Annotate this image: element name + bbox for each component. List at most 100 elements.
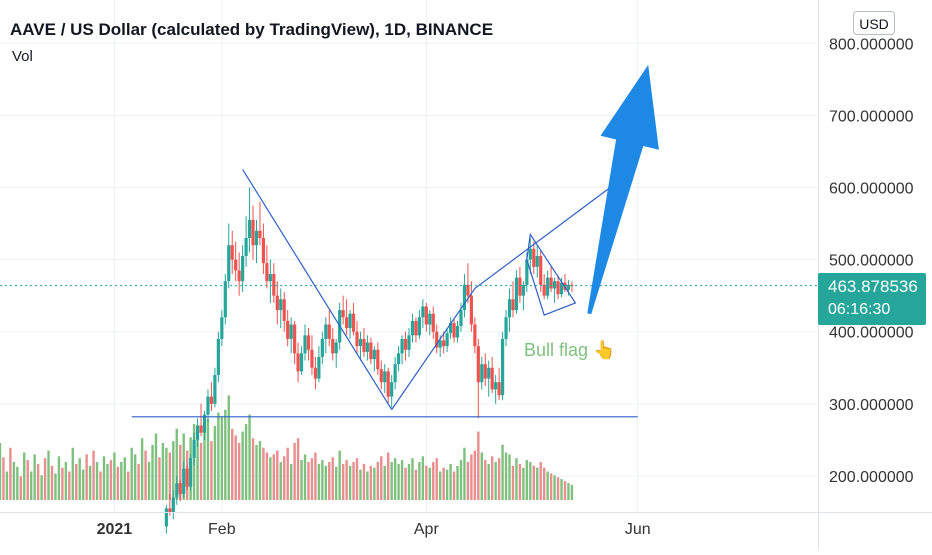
volume-bar: [348, 465, 352, 500]
candle-body: [414, 320, 418, 336]
candle-body: [417, 317, 421, 336]
bull-flag-annotation[interactable]: Bull flag 👆: [524, 340, 615, 361]
candle-body: [345, 317, 349, 329]
time-tick-label: Feb: [208, 521, 236, 538]
volume-bar: [484, 460, 487, 500]
candle-body: [306, 335, 311, 350]
volume-bar: [518, 463, 522, 500]
volume-indicator-label[interactable]: Vol: [12, 48, 33, 65]
volume-bar: [12, 462, 16, 500]
candle-body: [355, 331, 359, 347]
volume-bar: [196, 431, 199, 500]
candle-body: [227, 245, 231, 282]
candle-body: [282, 299, 286, 321]
volume-bar: [68, 471, 71, 500]
candle-body: [299, 353, 304, 372]
volume-bar: [435, 458, 438, 500]
volume-bar: [338, 450, 341, 500]
volume-bar: [147, 462, 151, 500]
candle-body: [421, 306, 425, 318]
candle-body: [428, 313, 432, 325]
volume-bar: [362, 463, 366, 500]
candle-body: [528, 248, 532, 260]
volume-bar: [57, 456, 61, 500]
bar-countdown: 06:16:30: [828, 301, 891, 318]
volume-bar: [154, 433, 158, 500]
candle-body: [182, 468, 186, 494]
candle-body: [500, 338, 505, 396]
volume-bars: [0, 395, 574, 500]
volume-bar: [383, 465, 386, 500]
volume-bar: [161, 443, 165, 500]
volume-bar: [407, 463, 411, 500]
volume-bar: [546, 471, 549, 500]
volume-bar: [321, 460, 324, 500]
volume-bar: [539, 462, 542, 500]
candle-body: [247, 219, 252, 238]
volume-bar: [217, 412, 220, 500]
volume-bar: [165, 447, 168, 500]
candle-body: [424, 306, 428, 325]
volume-bar: [224, 409, 227, 500]
volume-bar: [549, 473, 553, 500]
candle-body: [445, 333, 449, 347]
volume-bar: [449, 463, 452, 500]
candle-body: [549, 277, 553, 289]
volume-bar: [137, 463, 140, 500]
volume-bar: [255, 444, 258, 500]
volume-bar: [203, 428, 206, 500]
volume-bar: [95, 462, 99, 500]
candle-body: [275, 295, 279, 311]
volume-bar: [341, 463, 345, 500]
candle-body: [552, 281, 557, 289]
volume-bar: [296, 438, 300, 500]
volume-bar: [158, 457, 161, 500]
volume-bar: [26, 460, 29, 500]
candle-body: [341, 310, 345, 318]
volume-bar: [85, 454, 88, 500]
volume-bar: [459, 460, 463, 500]
candle-body: [268, 274, 272, 282]
candle-body: [407, 335, 411, 350]
volume-bar: [366, 471, 369, 500]
candle-body: [435, 331, 439, 348]
candle-body: [251, 219, 255, 246]
volume-bar: [477, 431, 480, 500]
volume-bar: [414, 469, 418, 500]
candle-body: [469, 295, 473, 325]
volume-bar: [452, 471, 456, 500]
last-price-value: 463.878536: [828, 277, 918, 296]
volume-bar: [231, 428, 234, 500]
candle-body: [185, 468, 189, 487]
volume-bar: [463, 447, 466, 500]
candle-body: [518, 277, 522, 296]
candle-body: [442, 340, 446, 347]
volume-bar: [390, 462, 393, 500]
price-tick-label: 400.000000: [829, 325, 914, 342]
volume-bar: [220, 416, 224, 500]
candle-body: [410, 320, 415, 336]
volume-bar: [501, 444, 504, 500]
volume-bar: [411, 458, 414, 500]
candle-body: [258, 230, 262, 238]
volume-bar: [324, 465, 328, 500]
bull-flag-triangle: [526, 232, 577, 316]
price-tick-label: 600.000000: [829, 180, 914, 197]
volume-bar: [567, 482, 570, 500]
volume-bar: [199, 443, 203, 500]
volume-bar: [78, 458, 81, 500]
candle-body: [220, 317, 224, 339]
volume-bar: [335, 466, 338, 500]
volume-bar: [560, 479, 563, 500]
candle-body: [480, 364, 484, 383]
volume-bar: [269, 457, 272, 500]
volume-bar: [314, 452, 317, 500]
candle-body: [192, 439, 196, 458]
volume-bar: [300, 460, 303, 500]
volume-bar: [522, 467, 525, 500]
currency-button[interactable]: USD: [853, 11, 895, 35]
volume-bar: [279, 462, 282, 500]
volume-bar: [244, 424, 248, 500]
